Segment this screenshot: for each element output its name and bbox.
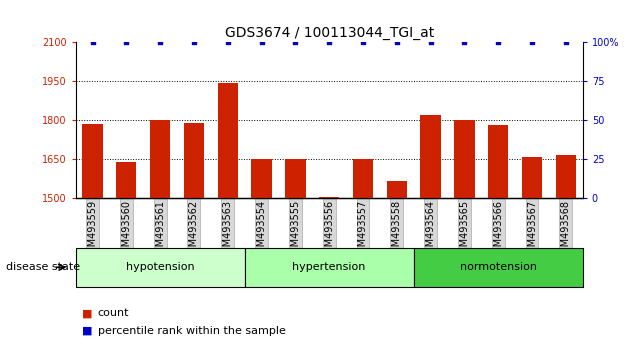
Bar <box>76 248 244 287</box>
Point <box>290 40 301 45</box>
Point <box>527 40 537 45</box>
Text: disease state: disease state <box>6 262 81 272</box>
Point <box>561 40 571 45</box>
Text: normotension: normotension <box>460 262 537 272</box>
Bar <box>184 124 204 198</box>
Bar <box>522 157 542 198</box>
Text: hypotension: hypotension <box>126 262 195 272</box>
Point <box>425 40 435 45</box>
Point <box>189 40 199 45</box>
Point <box>121 40 131 45</box>
Bar <box>387 181 407 198</box>
Bar <box>556 155 576 198</box>
Bar <box>319 197 340 198</box>
Point <box>256 40 266 45</box>
Point <box>155 40 165 45</box>
Bar <box>353 159 373 198</box>
Bar <box>414 248 583 287</box>
Point <box>88 40 98 45</box>
Bar <box>420 115 441 198</box>
Point <box>223 40 233 45</box>
Text: percentile rank within the sample: percentile rank within the sample <box>98 326 285 336</box>
Text: ■: ■ <box>82 308 93 318</box>
Bar <box>150 120 170 198</box>
Bar <box>244 248 414 287</box>
Text: count: count <box>98 308 129 318</box>
Point <box>493 40 503 45</box>
Bar <box>285 159 306 198</box>
Point <box>324 40 334 45</box>
Bar <box>217 83 238 198</box>
Bar <box>83 124 103 198</box>
Bar <box>454 120 474 198</box>
Text: hypertension: hypertension <box>292 262 366 272</box>
Bar <box>488 125 508 198</box>
Point <box>358 40 368 45</box>
Title: GDS3674 / 100113044_TGI_at: GDS3674 / 100113044_TGI_at <box>224 26 434 40</box>
Text: ■: ■ <box>82 326 93 336</box>
Point <box>392 40 402 45</box>
Bar <box>116 162 137 198</box>
Point <box>459 40 469 45</box>
Bar <box>251 159 272 198</box>
